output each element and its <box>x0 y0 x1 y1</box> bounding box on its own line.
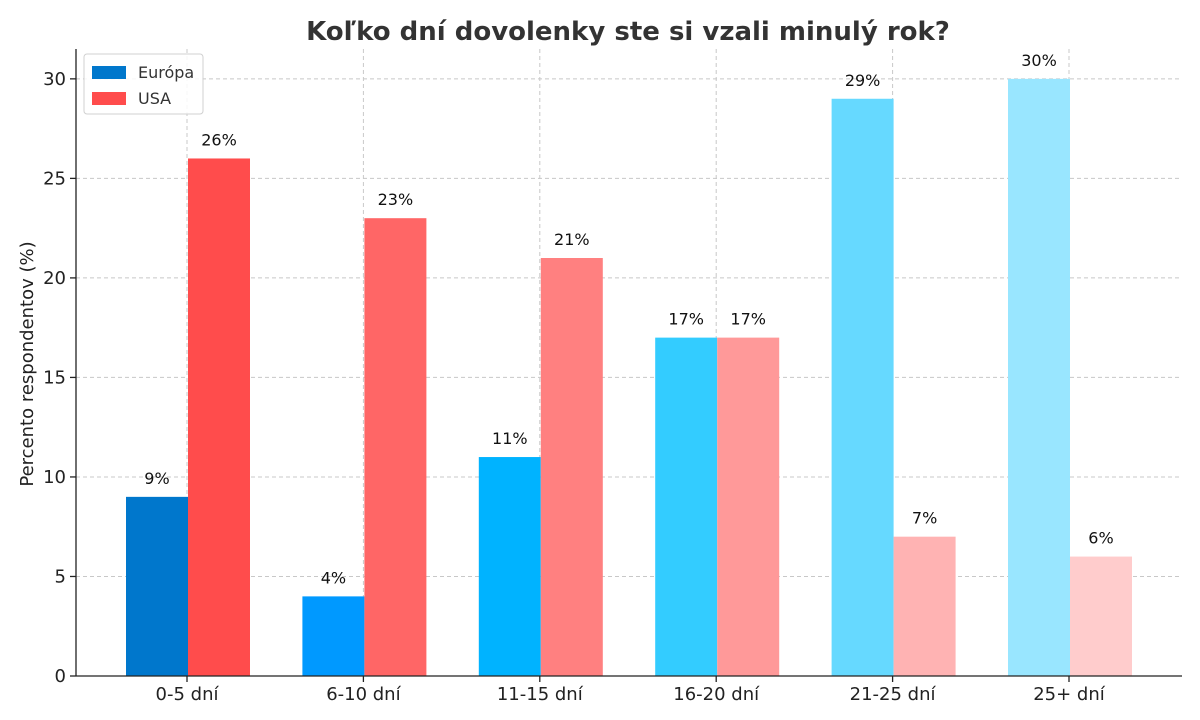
legend-label: Európa <box>138 63 194 82</box>
bars <box>126 78 1132 677</box>
bar-value-label: 30% <box>1021 51 1057 70</box>
x-tick-label: 6-10 dní <box>326 684 401 705</box>
x-tick-label: 0-5 dní <box>156 684 220 705</box>
bar-value-label: 29% <box>845 71 881 90</box>
y-tick-label: 10 <box>43 467 66 488</box>
bar-europa <box>831 98 894 676</box>
chart-title: Koľko dní dovolenky ste si vzali minulý … <box>306 17 950 47</box>
bar-usa <box>893 536 956 676</box>
y-tick-label: 25 <box>43 168 66 189</box>
bar-value-label: 26% <box>201 130 237 149</box>
legend-swatch <box>92 66 126 79</box>
x-tick-label: 16-20 dní <box>673 684 760 705</box>
bar-usa <box>1070 556 1132 676</box>
legend-swatch <box>92 92 126 105</box>
bar-value-label: 17% <box>668 310 704 329</box>
bar-europa <box>302 596 365 676</box>
bar-value-label: 4% <box>321 568 346 587</box>
y-axis-label: Percento respondentov (%) <box>17 241 38 486</box>
x-tick-labels: 0-5 dní 6-10 dní 11-15 dní 16-20 dní 21-25 d… <box>156 684 1106 705</box>
bar-value-label: 6% <box>1088 529 1113 548</box>
legend-label: USA <box>138 89 171 108</box>
bar-usa <box>717 337 780 676</box>
bar-value-label: 9% <box>144 469 169 488</box>
value-labels: 9% 4% 11% 17% 29% 30% 26% 23% 21% 17% 7% 6% <box>144 51 1113 588</box>
y-tick-label: 30 <box>43 69 66 90</box>
bar-value-label: 7% <box>912 509 937 528</box>
bar-value-label: 21% <box>554 230 590 249</box>
bar-europa <box>655 337 718 676</box>
y-tick-label: 20 <box>43 268 66 289</box>
y-tick-labels: 0 5 10 15 20 25 30 <box>43 69 66 687</box>
bar-usa <box>188 158 250 676</box>
bar-value-label: 11% <box>492 429 528 448</box>
bar-europa <box>126 496 188 676</box>
bar-europa <box>478 457 541 676</box>
bar-europa <box>1008 78 1070 677</box>
bar-usa <box>364 218 427 676</box>
x-tick-label: 21-25 dní <box>850 684 937 705</box>
y-tick-label: 0 <box>55 666 66 687</box>
x-tick-label: 11-15 dní <box>497 684 584 705</box>
x-tick-label: 25+ dní <box>1033 684 1106 705</box>
bar-usa <box>540 258 603 676</box>
axes <box>70 49 1182 682</box>
bar-value-label: 23% <box>378 190 414 209</box>
grid-lines <box>76 49 1182 677</box>
y-tick-label: 5 <box>55 566 66 587</box>
bar-value-label: 17% <box>730 310 766 329</box>
legend: Európa USA <box>83 53 204 115</box>
y-tick-label: 15 <box>43 367 66 388</box>
